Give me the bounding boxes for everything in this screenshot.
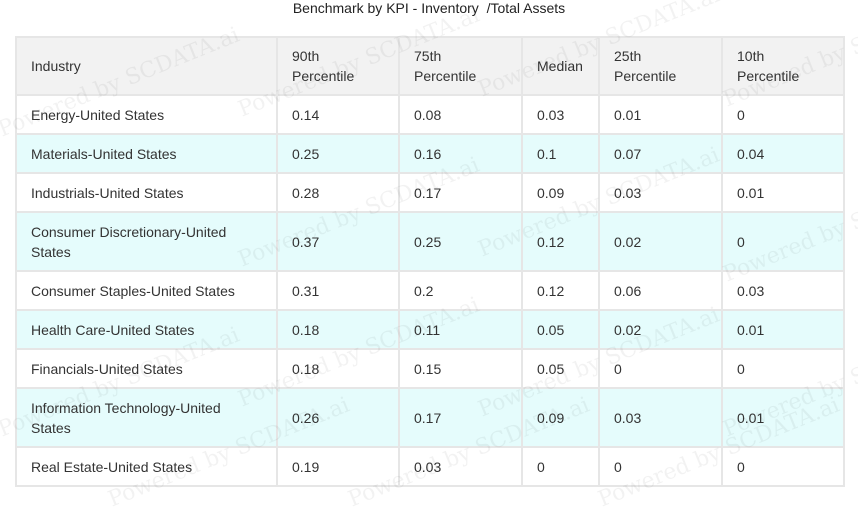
table-body: Energy-United States 0.14 0.08 0.03 0.01 0 Mat… [15, 94, 845, 487]
cell-p75: 0.11 [398, 309, 523, 350]
cell-p90: 0.37 [276, 211, 400, 272]
cell-p10: 0 [721, 348, 845, 389]
header-p10: 10th Percentile [721, 36, 845, 96]
cell-median: 0.09 [521, 172, 600, 213]
cell-p25: 0.03 [598, 387, 723, 448]
table-row: Consumer Discretionary-United States 0.37… [15, 211, 845, 272]
cell-p90: 0.19 [276, 446, 400, 487]
cell-median: 0.05 [521, 309, 600, 350]
cell-p25: 0.03 [598, 172, 723, 213]
cell-median: 0.1 [521, 133, 600, 174]
cell-p90: 0.25 [276, 133, 400, 174]
cell-median: 0 [521, 446, 600, 487]
cell-industry: Consumer Staples-United States [15, 270, 278, 311]
cell-median: 0.12 [521, 211, 600, 272]
cell-p10: 0 [721, 94, 845, 135]
cell-p25: 0 [598, 446, 723, 487]
cell-p10: 0.04 [721, 133, 845, 174]
cell-median: 0.05 [521, 348, 600, 389]
header-row: Industry 90th Percentile 75th Percentile Medi… [15, 36, 845, 96]
cell-p10: 0 [721, 446, 845, 487]
cell-median: 0.12 [521, 270, 600, 311]
table-header: Industry 90th Percentile 75th Percentile Medi… [15, 36, 845, 96]
cell-p25: 0.01 [598, 94, 723, 135]
cell-p10: 0.01 [721, 309, 845, 350]
table-row: Real Estate-United States 0.19 0.03 0 0 0 [15, 446, 845, 487]
cell-p10: 0.01 [721, 387, 845, 448]
table-row: Information Technology-United States 0.26… [15, 387, 845, 448]
cell-p25: 0.06 [598, 270, 723, 311]
header-median: Median [521, 36, 600, 96]
cell-p75: 0.25 [398, 211, 523, 272]
cell-p25: 0.02 [598, 309, 723, 350]
cell-industry: Consumer Discretionary-United States [15, 211, 278, 272]
cell-p90: 0.18 [276, 348, 400, 389]
cell-industry: Energy-United States [15, 94, 278, 135]
header-p75: 75th Percentile [398, 36, 523, 96]
cell-p75: 0.08 [398, 94, 523, 135]
table-row: Consumer Staples-United States 0.31 0.2 0.1… [15, 270, 845, 311]
header-industry: Industry [15, 36, 278, 96]
cell-industry: Financials-United States [15, 348, 278, 389]
benchmark-table-container: Industry 90th Percentile 75th Percentile Medi… [15, 36, 845, 487]
cell-p75: 0.17 [398, 387, 523, 448]
cell-p25: 0.02 [598, 211, 723, 272]
cell-industry: Information Technology-United States [15, 387, 278, 448]
cell-p25: 0.07 [598, 133, 723, 174]
cell-p90: 0.26 [276, 387, 400, 448]
cell-p10: 0.01 [721, 172, 845, 213]
table-row: Energy-United States 0.14 0.08 0.03 0.01 0 [15, 94, 845, 135]
cell-median: 0.09 [521, 387, 600, 448]
cell-p90: 0.28 [276, 172, 400, 213]
header-p25: 25th Percentile [598, 36, 723, 96]
cell-industry: Materials-United States [15, 133, 278, 174]
cell-p25: 0 [598, 348, 723, 389]
cell-p75: 0.03 [398, 446, 523, 487]
table-row: Health Care-United States 0.18 0.11 0.05 0.0… [15, 309, 845, 350]
cell-p10: 0 [721, 211, 845, 272]
table-row: Materials-United States 0.25 0.16 0.1 0.07 0.… [15, 133, 845, 174]
chart-title: Benchmark by KPI - Inventory /Total Asse… [292, 0, 566, 16]
cell-p75: 0.2 [398, 270, 523, 311]
cell-p75: 0.15 [398, 348, 523, 389]
cell-industry: Industrials-United States [15, 172, 278, 213]
table-row: Industrials-United States 0.28 0.17 0.09 0.0… [15, 172, 845, 213]
cell-industry: Health Care-United States [15, 309, 278, 350]
cell-industry: Real Estate-United States [15, 446, 278, 487]
cell-p90: 0.31 [276, 270, 400, 311]
cell-p90: 0.18 [276, 309, 400, 350]
table-row: Financials-United States 0.18 0.15 0.05 0 0 [15, 348, 845, 389]
benchmark-table: Industry 90th Percentile 75th Percentile Medi… [15, 36, 845, 487]
cell-p90: 0.14 [276, 94, 400, 135]
cell-p75: 0.16 [398, 133, 523, 174]
cell-p10: 0.03 [721, 270, 845, 311]
cell-p75: 0.17 [398, 172, 523, 213]
cell-median: 0.03 [521, 94, 600, 135]
header-p90: 90th Percentile [276, 36, 400, 96]
